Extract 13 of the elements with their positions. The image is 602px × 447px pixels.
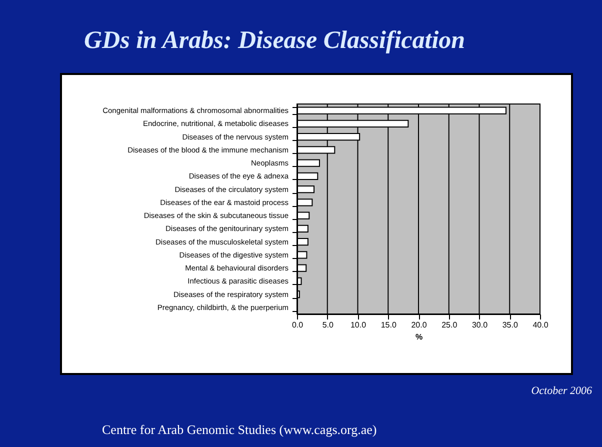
x-tick-label: 30.0 [472, 320, 488, 330]
x-tick-label: 35.0 [502, 320, 518, 330]
x-tick-label: 0.0 [292, 320, 304, 330]
chart-title: GDs in Arabs: Disease Classification [84, 27, 466, 54]
x-tick-label: 5.0 [322, 320, 334, 330]
x-tick-label: 40.0 [532, 320, 549, 330]
x-tick-label: 15.0 [380, 320, 397, 330]
text: Centre for Arab Genomic Studies (www.cags.org.ae) [102, 422, 377, 437]
text: October 2006 [531, 385, 592, 397]
x-tick-label: 25.0 [442, 320, 458, 330]
x-axis-title: % [415, 332, 423, 342]
x-tick-label: 20.0 [411, 320, 428, 330]
x-tick-label: 10.0 [350, 320, 367, 330]
